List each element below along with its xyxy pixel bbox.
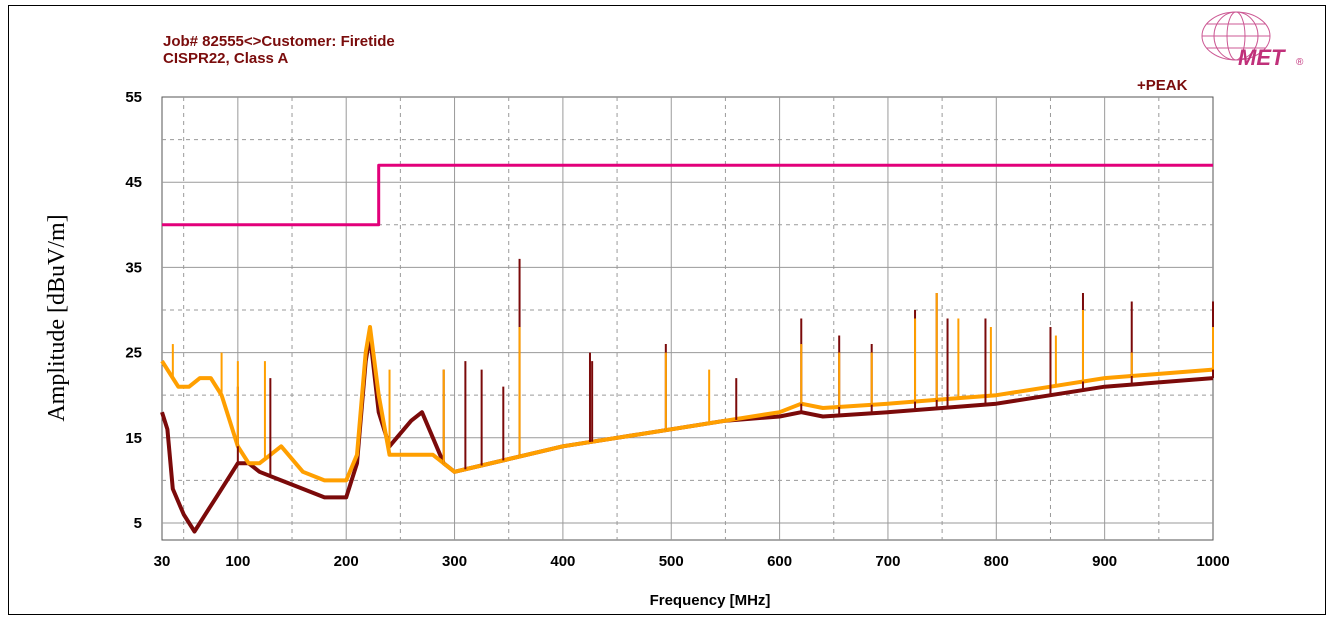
svg-text:®: ® (1296, 57, 1304, 68)
x-axis-label: Frequency [MHz] (650, 592, 771, 609)
series--peak (160, 333, 1214, 534)
series-limit (162, 163, 1213, 227)
series-quasi-peak (160, 325, 1214, 483)
plot-area (161, 96, 1214, 541)
y-axis-label: Amplitude [dBuV/m] (44, 214, 70, 421)
chart-subtitle: CISPR22, Class A (163, 50, 289, 67)
x-tick-label: 600 (767, 553, 792, 570)
series-layer (160, 163, 1214, 534)
x-tick-label: 400 (550, 553, 575, 570)
y-tick-label: 45 (125, 174, 142, 191)
y-tick-label: 25 (125, 345, 142, 362)
x-tick-label: 200 (334, 553, 359, 570)
legend-peak-label: +PEAK (1137, 77, 1188, 94)
x-tick-label: 900 (1092, 553, 1117, 570)
chart-title: Job# 82555<>Customer: Firetide (163, 33, 395, 50)
grid (161, 96, 1214, 541)
met-logo: MET ® (1201, 11, 1304, 70)
x-tick-label: 100 (225, 553, 250, 570)
x-tick-label: 300 (442, 553, 467, 570)
y-tick-label: 15 (125, 430, 142, 447)
logo-text: MET (1238, 45, 1286, 70)
x-tick-label: 700 (875, 553, 900, 570)
x-tick-label: 800 (984, 553, 1009, 570)
y-tick-label: 35 (125, 259, 142, 276)
x-tick-label: 30 (154, 553, 171, 570)
tick-labels: 5 15 25 35 45 55 30 100 200 300 400 500 600 700 800 900… (125, 89, 1229, 570)
y-tick-label: 5 (134, 515, 142, 532)
y-tick-label: 55 (125, 89, 142, 106)
x-tick-label: 500 (659, 553, 684, 570)
x-tick-label: 1000 (1196, 553, 1229, 570)
